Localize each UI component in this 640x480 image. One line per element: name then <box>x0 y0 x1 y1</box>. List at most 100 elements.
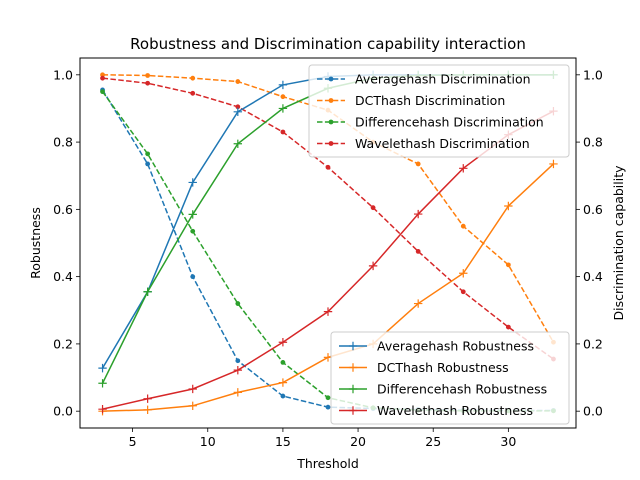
y2-tick-label: 0.4 <box>583 269 603 284</box>
wavelethash-robustness-legend-label: Wavelethash Robustness <box>377 403 533 418</box>
wavelethash-robustness-point <box>323 307 333 316</box>
dcthash-discrimination-legend-label: DCThash Discrimination <box>355 93 505 108</box>
dcthash-discrimination-point <box>145 73 151 78</box>
differencehash-discrimination-point <box>235 301 241 306</box>
dcthash-robustness-point <box>413 299 423 308</box>
wavelethash-discrimination-point <box>505 324 511 330</box>
dcthash-robustness-legend-label: DCThash Robustness <box>377 360 509 375</box>
legend-robustness-box <box>330 331 570 425</box>
y-tick-label: 0.0 <box>53 404 73 419</box>
differencehash-discrimination-point <box>325 395 331 401</box>
x-tick-label: 5 <box>129 434 137 449</box>
differencehash-robustness-legend-label: Differencehash Robustness <box>377 382 547 397</box>
dcthash-discrimination-point <box>100 72 105 78</box>
differencehash-discrimination-point <box>145 151 151 157</box>
y2-tick-label: 0.6 <box>583 202 603 217</box>
wavelethash-discrimination-point <box>325 164 331 170</box>
differencehash-discrimination-point <box>280 360 286 365</box>
averagehash-discrimination-legend-label: Averagehash Discrimination <box>355 72 531 87</box>
ticks-layer: 5 10 15 20 25 30 0.0 0.2 0.4 0.6 0.8 1.0 0.0 0.2 0.4 0.… <box>53 67 603 449</box>
y-tick-label: 0.2 <box>53 336 73 351</box>
dcthash-robustness-point <box>504 201 513 211</box>
y-tick-label: 1.0 <box>53 67 73 82</box>
dcthash-discrimination-point <box>415 161 421 167</box>
legend-robustness: Averagehash Robustness DCThash Robustness… <box>330 331 570 425</box>
differencehash-robustness-point <box>233 139 243 148</box>
differencehash-robustness-point <box>278 104 288 113</box>
averagehash-robustness-point <box>278 80 288 90</box>
y2-tick-label: 0.0 <box>583 404 603 419</box>
y2-tick-label: 0.8 <box>583 135 603 150</box>
wavelethash-robustness-point <box>233 365 243 375</box>
wavelethash-discrimination-point <box>460 289 466 295</box>
legend-layer: Averagehash Discrimination DCThash Discri… <box>308 64 570 425</box>
y2-tick-label: 1.0 <box>583 67 603 82</box>
wavelethash-robustness-point <box>459 164 468 173</box>
dcthash-discrimination-legend-marker <box>328 98 334 103</box>
y-tick-label: 0.6 <box>53 202 73 217</box>
wavelethash-robustness-point <box>278 338 288 347</box>
differencehash-robustness-legend-marker <box>348 384 358 394</box>
differencehash-discrimination-point <box>100 89 105 95</box>
differencehash-robustness-point <box>98 379 107 388</box>
averagehash-robustness-legend-marker <box>348 341 358 351</box>
averagehash-discrimination-legend-marker <box>328 76 334 82</box>
averagehash-discrimination-point <box>235 358 241 364</box>
averagehash-robustness-point <box>98 363 107 373</box>
differencehash-robustness-point <box>188 210 197 219</box>
dcthash-robustness-point <box>188 401 197 410</box>
wavelethash-discrimination-point <box>100 75 105 81</box>
wavelethash-robustness-legend-marker <box>348 406 358 415</box>
dcthash-discrimination-point <box>235 79 241 84</box>
chart-title: Robustness and Discrimination capability… <box>130 35 526 53</box>
wavelethash-discrimination-point <box>190 90 196 96</box>
dcthash-robustness-point <box>278 378 288 387</box>
y2-tick-label: 0.2 <box>583 336 603 351</box>
dcthash-robustness-point <box>549 159 558 169</box>
x-tick-label: 15 <box>275 434 291 449</box>
wavelethash-discrimination-point <box>370 205 376 211</box>
differencehash-discrimination-legend-marker <box>328 119 334 125</box>
averagehash-robustness-legend-label: Averagehash Robustness <box>377 339 534 354</box>
averagehash-robustness-point <box>233 107 243 117</box>
wavelethash-discrimination-point <box>145 80 151 86</box>
wavelethash-robustness-point <box>368 261 378 271</box>
wavelethash-discrimination-legend-label: Wavelethash Discrimination <box>355 136 530 151</box>
x-tick-label: 25 <box>425 434 441 449</box>
dcthash-robustness-point <box>143 405 152 415</box>
averagehash-discrimination-point <box>145 161 151 167</box>
dcthash-discrimination-point <box>505 262 511 268</box>
y-tick-label: 0.4 <box>53 269 73 284</box>
y2-axis-title: Discrimination capability <box>611 165 626 321</box>
dcthash-discrimination-point <box>280 94 286 100</box>
wavelethash-discrimination-point <box>415 249 421 254</box>
legend-discrimination-box <box>308 64 570 158</box>
y-axis-title: Robustness <box>28 207 43 279</box>
dcthash-robustness-point <box>459 269 468 278</box>
wavelethash-discrimination-point <box>235 104 241 110</box>
averagehash-robustness-point <box>188 178 197 187</box>
wavelethash-discrimination-legend-marker <box>328 141 334 146</box>
y-tick-label: 0.8 <box>53 135 73 150</box>
wavelethash-robustness-point <box>143 394 152 403</box>
wavelethash-discrimination-point <box>280 129 286 135</box>
averagehash-discrimination-point <box>325 404 331 410</box>
averagehash-discrimination-point <box>280 393 286 399</box>
averagehash-discrimination-point <box>190 274 196 280</box>
wavelethash-robustness-point <box>98 404 107 414</box>
legend-discrimination: Averagehash Discrimination DCThash Discri… <box>308 64 570 158</box>
plot-frame <box>79 57 577 429</box>
wavelethash-robustness-point <box>413 209 423 219</box>
dcthash-robustness-legend-marker <box>348 363 358 372</box>
x-tick-label: 10 <box>200 434 216 449</box>
differencehash-robustness-point <box>143 287 152 296</box>
differencehash-discrimination-point <box>190 228 196 234</box>
differencehash-discrimination-legend-label: Differencehash Discrimination <box>355 115 544 130</box>
dcthash-discrimination-point <box>460 223 466 229</box>
x-tick-label: 30 <box>500 434 516 449</box>
x-axis-title: Threshold <box>296 456 359 471</box>
wavelethash-robustness-point <box>188 384 197 394</box>
dcthash-discrimination-point <box>190 75 196 81</box>
dcthash-robustness-point <box>233 388 243 397</box>
